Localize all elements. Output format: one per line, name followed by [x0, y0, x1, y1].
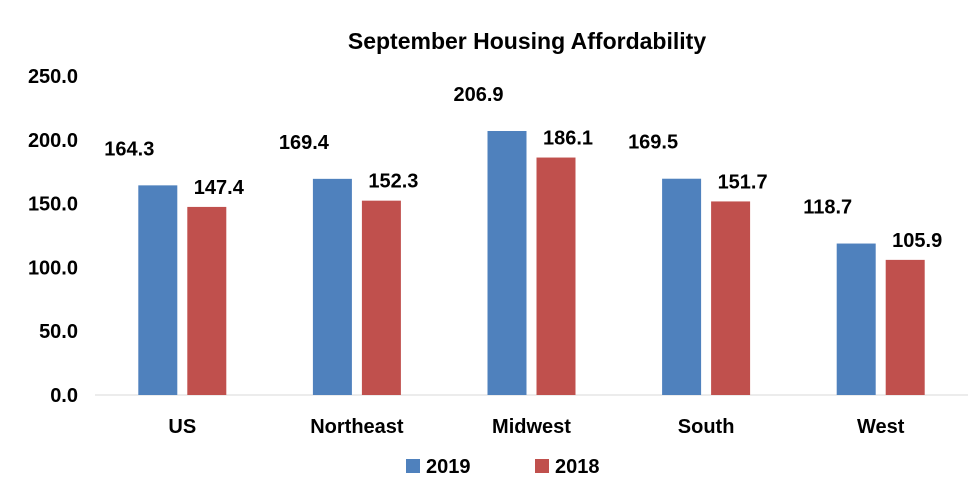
bar-2018-west: [885, 259, 925, 395]
data-label-2019-us: 164.3: [104, 138, 154, 160]
data-label-2019-west: 118.7: [803, 197, 852, 219]
legend-swatch-2019: [406, 459, 420, 473]
data-label-2018-south: 151.7: [718, 171, 768, 193]
bars: [138, 130, 925, 395]
bar-2019-midwest: [487, 130, 527, 395]
bar-2018-south: [711, 201, 751, 395]
x-axis: US Northeast Midwest South West: [168, 416, 904, 438]
x-tick-label: Northeast: [310, 416, 404, 438]
bar-2019-south: [662, 178, 702, 395]
y-tick-label: 150.0: [28, 194, 78, 216]
legend-swatch-2018: [535, 459, 549, 473]
data-label-2018-west: 105.9: [892, 230, 942, 252]
legend-label-2018: 2018: [555, 456, 600, 478]
y-tick-label: 100.0: [28, 257, 78, 279]
bar-2018-us: [187, 206, 227, 395]
data-label-2018-midwest: 186.1: [543, 128, 593, 150]
y-tick-label: 50.0: [39, 321, 78, 343]
y-tick-label: 0.0: [50, 385, 78, 407]
chart-title: September Housing Affordability: [348, 28, 706, 54]
data-label-2018-northeast: 152.3: [368, 171, 418, 193]
x-tick-label: West: [857, 416, 905, 438]
data-label-2019-midwest: 206.9: [453, 84, 503, 106]
y-tick-label: 200.0: [28, 130, 78, 152]
legend: 2019 2018: [406, 456, 600, 478]
y-axis: 0.0 50.0 100.0 150.0 200.0 250.0: [28, 66, 78, 407]
data-label-2018-us: 147.4: [194, 177, 245, 199]
bar-labels: 164.3 147.4 169.4 152.3 206.9 186.1 169.5 151.7…: [104, 84, 942, 252]
x-tick-label: US: [168, 416, 196, 438]
x-tick-label: Midwest: [492, 416, 571, 438]
bar-2019-us: [138, 185, 178, 395]
bar-2019-west: [836, 243, 876, 395]
bar-2018-midwest: [536, 157, 576, 395]
y-tick-label: 250.0: [28, 66, 78, 88]
bar-2019-northeast: [312, 178, 352, 395]
data-label-2019-south: 169.5: [628, 132, 678, 154]
legend-label-2019: 2019: [426, 456, 471, 478]
data-label-2019-northeast: 169.4: [279, 132, 330, 154]
bar-2018-northeast: [361, 200, 401, 395]
x-tick-label: South: [678, 416, 735, 438]
